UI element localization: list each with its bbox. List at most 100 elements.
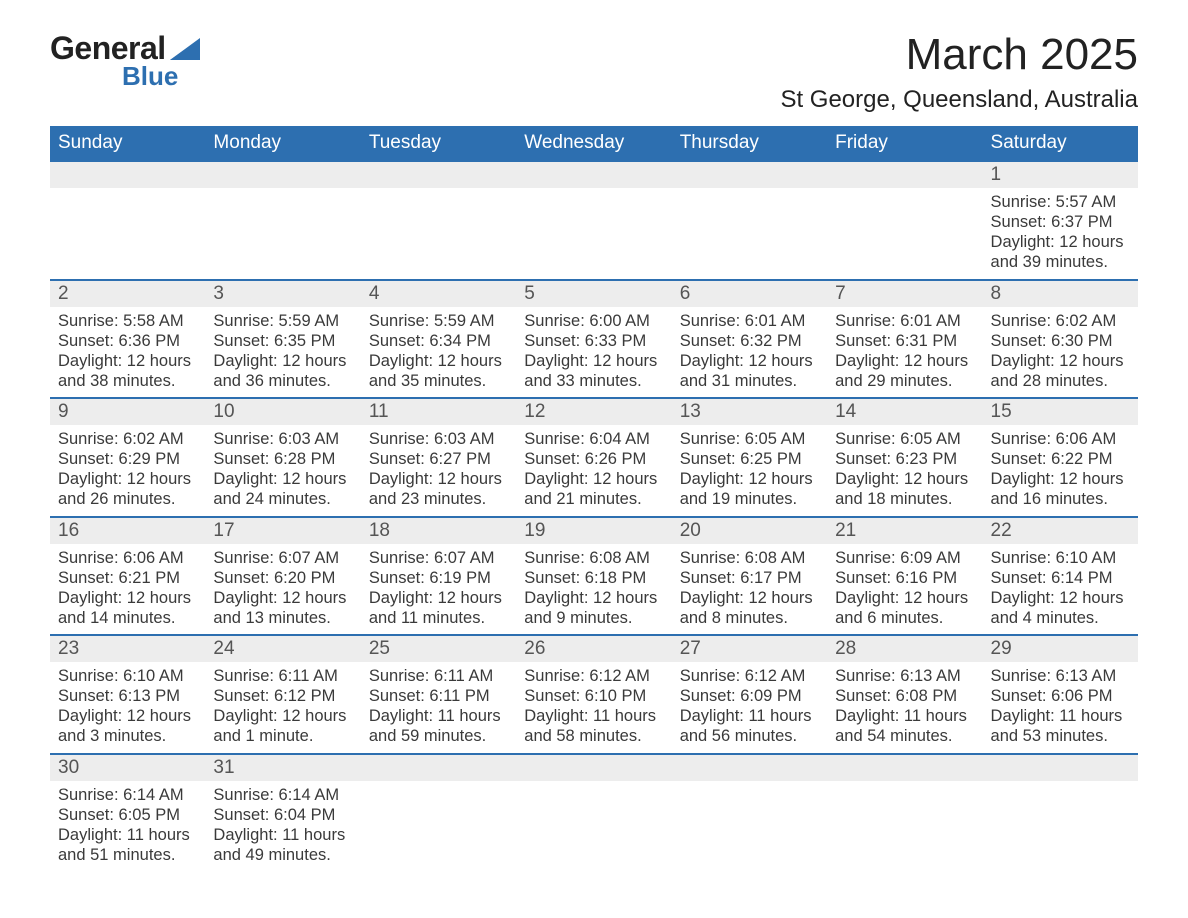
day-detail-cell: Sunrise: 6:08 AM Sunset: 6:17 PM Dayligh…: [672, 544, 827, 636]
day-number-cell: 19: [516, 517, 671, 544]
week-daynum-row: 9101112131415: [50, 398, 1138, 425]
day-number-cell: [983, 754, 1138, 781]
day-detail-cell: [983, 781, 1138, 872]
logo-text-2: Blue: [122, 61, 200, 92]
day-number-cell: 17: [205, 517, 360, 544]
day-number-cell: 20: [672, 517, 827, 544]
week-daynum-row: 16171819202122: [50, 517, 1138, 544]
day-detail-cell: Sunrise: 6:02 AM Sunset: 6:30 PM Dayligh…: [983, 307, 1138, 399]
day-header: Monday: [205, 126, 360, 161]
week-detail-row: Sunrise: 6:02 AM Sunset: 6:29 PM Dayligh…: [50, 425, 1138, 517]
day-number-cell: 12: [516, 398, 671, 425]
day-number-cell: [827, 161, 982, 188]
day-number-cell: 24: [205, 635, 360, 662]
calendar-table: SundayMondayTuesdayWednesdayThursdayFrid…: [50, 126, 1138, 871]
logo-triangle-icon: [170, 38, 200, 60]
day-detail-cell: Sunrise: 6:06 AM Sunset: 6:22 PM Dayligh…: [983, 425, 1138, 517]
day-detail-cell: Sunrise: 6:04 AM Sunset: 6:26 PM Dayligh…: [516, 425, 671, 517]
day-detail-cell: Sunrise: 6:13 AM Sunset: 6:08 PM Dayligh…: [827, 662, 982, 754]
day-detail-cell: Sunrise: 6:03 AM Sunset: 6:28 PM Dayligh…: [205, 425, 360, 517]
day-number-cell: 13: [672, 398, 827, 425]
day-detail-cell: [827, 188, 982, 280]
day-header-row: SundayMondayTuesdayWednesdayThursdayFrid…: [50, 126, 1138, 161]
day-number-cell: 1: [983, 161, 1138, 188]
day-detail-cell: Sunrise: 6:09 AM Sunset: 6:16 PM Dayligh…: [827, 544, 982, 636]
day-number-cell: 7: [827, 280, 982, 307]
day-number-cell: 9: [50, 398, 205, 425]
day-detail-cell: Sunrise: 6:11 AM Sunset: 6:11 PM Dayligh…: [361, 662, 516, 754]
day-number-cell: [672, 754, 827, 781]
week-detail-row: Sunrise: 6:10 AM Sunset: 6:13 PM Dayligh…: [50, 662, 1138, 754]
day-number-cell: [361, 754, 516, 781]
day-header: Sunday: [50, 126, 205, 161]
day-number-cell: 2: [50, 280, 205, 307]
day-number-cell: 26: [516, 635, 671, 662]
day-detail-cell: [361, 781, 516, 872]
day-number-cell: [516, 161, 671, 188]
day-detail-cell: [672, 188, 827, 280]
week-detail-row: Sunrise: 6:14 AM Sunset: 6:05 PM Dayligh…: [50, 781, 1138, 872]
day-number-cell: 16: [50, 517, 205, 544]
day-number-cell: 30: [50, 754, 205, 781]
day-number-cell: [672, 161, 827, 188]
day-number-cell: 5: [516, 280, 671, 307]
day-detail-cell: Sunrise: 6:05 AM Sunset: 6:23 PM Dayligh…: [827, 425, 982, 517]
day-detail-cell: Sunrise: 5:59 AM Sunset: 6:35 PM Dayligh…: [205, 307, 360, 399]
day-detail-cell: Sunrise: 6:07 AM Sunset: 6:19 PM Dayligh…: [361, 544, 516, 636]
day-detail-cell: Sunrise: 5:59 AM Sunset: 6:34 PM Dayligh…: [361, 307, 516, 399]
day-detail-cell: Sunrise: 6:01 AM Sunset: 6:31 PM Dayligh…: [827, 307, 982, 399]
day-number-cell: 10: [205, 398, 360, 425]
day-detail-cell: Sunrise: 6:06 AM Sunset: 6:21 PM Dayligh…: [50, 544, 205, 636]
week-detail-row: Sunrise: 5:58 AM Sunset: 6:36 PM Dayligh…: [50, 307, 1138, 399]
day-detail-cell: [361, 188, 516, 280]
location-subtitle: St George, Queensland, Australia: [780, 86, 1138, 114]
day-detail-cell: Sunrise: 6:10 AM Sunset: 6:14 PM Dayligh…: [983, 544, 1138, 636]
day-number-cell: [516, 754, 671, 781]
day-detail-cell: Sunrise: 5:57 AM Sunset: 6:37 PM Dayligh…: [983, 188, 1138, 280]
day-detail-cell: Sunrise: 6:12 AM Sunset: 6:09 PM Dayligh…: [672, 662, 827, 754]
week-daynum-row: 1: [50, 161, 1138, 188]
day-detail-cell: Sunrise: 6:10 AM Sunset: 6:13 PM Dayligh…: [50, 662, 205, 754]
day-detail-cell: Sunrise: 6:01 AM Sunset: 6:32 PM Dayligh…: [672, 307, 827, 399]
day-detail-cell: Sunrise: 6:12 AM Sunset: 6:10 PM Dayligh…: [516, 662, 671, 754]
day-detail-cell: [516, 188, 671, 280]
day-number-cell: 28: [827, 635, 982, 662]
day-header: Thursday: [672, 126, 827, 161]
week-daynum-row: 2345678: [50, 280, 1138, 307]
day-detail-cell: [205, 188, 360, 280]
week-daynum-row: 3031: [50, 754, 1138, 781]
week-detail-row: Sunrise: 5:57 AM Sunset: 6:37 PM Dayligh…: [50, 188, 1138, 280]
day-number-cell: 14: [827, 398, 982, 425]
day-number-cell: 29: [983, 635, 1138, 662]
day-number-cell: 25: [361, 635, 516, 662]
week-detail-row: Sunrise: 6:06 AM Sunset: 6:21 PM Dayligh…: [50, 544, 1138, 636]
day-number-cell: [827, 754, 982, 781]
day-detail-cell: Sunrise: 6:05 AM Sunset: 6:25 PM Dayligh…: [672, 425, 827, 517]
day-number-cell: 4: [361, 280, 516, 307]
day-detail-cell: Sunrise: 6:00 AM Sunset: 6:33 PM Dayligh…: [516, 307, 671, 399]
logo: General Blue: [50, 30, 200, 92]
day-detail-cell: Sunrise: 6:11 AM Sunset: 6:12 PM Dayligh…: [205, 662, 360, 754]
day-detail-cell: Sunrise: 5:58 AM Sunset: 6:36 PM Dayligh…: [50, 307, 205, 399]
day-number-cell: 15: [983, 398, 1138, 425]
day-number-cell: [50, 161, 205, 188]
day-number-cell: 27: [672, 635, 827, 662]
day-number-cell: 6: [672, 280, 827, 307]
day-number-cell: [361, 161, 516, 188]
day-number-cell: 11: [361, 398, 516, 425]
day-header: Tuesday: [361, 126, 516, 161]
day-header: Saturday: [983, 126, 1138, 161]
page-header: General Blue March 2025 St George, Queen…: [50, 30, 1138, 114]
day-number-cell: 3: [205, 280, 360, 307]
day-detail-cell: Sunrise: 6:13 AM Sunset: 6:06 PM Dayligh…: [983, 662, 1138, 754]
day-number-cell: 18: [361, 517, 516, 544]
day-detail-cell: Sunrise: 6:03 AM Sunset: 6:27 PM Dayligh…: [361, 425, 516, 517]
day-detail-cell: [50, 188, 205, 280]
title-block: March 2025 St George, Queensland, Austra…: [780, 30, 1138, 114]
day-detail-cell: Sunrise: 6:02 AM Sunset: 6:29 PM Dayligh…: [50, 425, 205, 517]
day-header: Wednesday: [516, 126, 671, 161]
day-number-cell: 21: [827, 517, 982, 544]
day-detail-cell: [672, 781, 827, 872]
day-detail-cell: Sunrise: 6:08 AM Sunset: 6:18 PM Dayligh…: [516, 544, 671, 636]
day-number-cell: 31: [205, 754, 360, 781]
